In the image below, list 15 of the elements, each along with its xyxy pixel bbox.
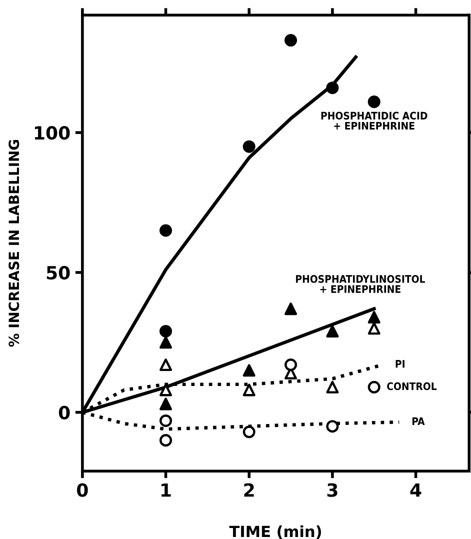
x-tick-label: 2 xyxy=(244,483,254,497)
series-label: CONTROL xyxy=(387,382,437,390)
x-tick-label: 3 xyxy=(327,483,338,497)
series-label: PI xyxy=(396,360,404,368)
x-axis-title: TIME (min) xyxy=(229,525,321,539)
x-tick-label: 4 xyxy=(410,483,422,497)
y-tick-label: 50 xyxy=(46,266,70,280)
x-tick-label: 1 xyxy=(162,483,171,497)
series-label: PA xyxy=(412,417,425,426)
y-axis-title: % INCREASE IN LABELLING xyxy=(8,140,20,347)
series-label: PHOSPHATIDIC ACID + EPINEPHRINE xyxy=(321,112,428,130)
x-tick-label: 0 xyxy=(77,483,88,497)
y-tick-label: 100 xyxy=(34,126,70,140)
y-tick-label: 0 xyxy=(58,406,70,420)
series-label: PHOSPHATIDYLINOSITOL + EPINEPHRINE xyxy=(296,275,426,293)
